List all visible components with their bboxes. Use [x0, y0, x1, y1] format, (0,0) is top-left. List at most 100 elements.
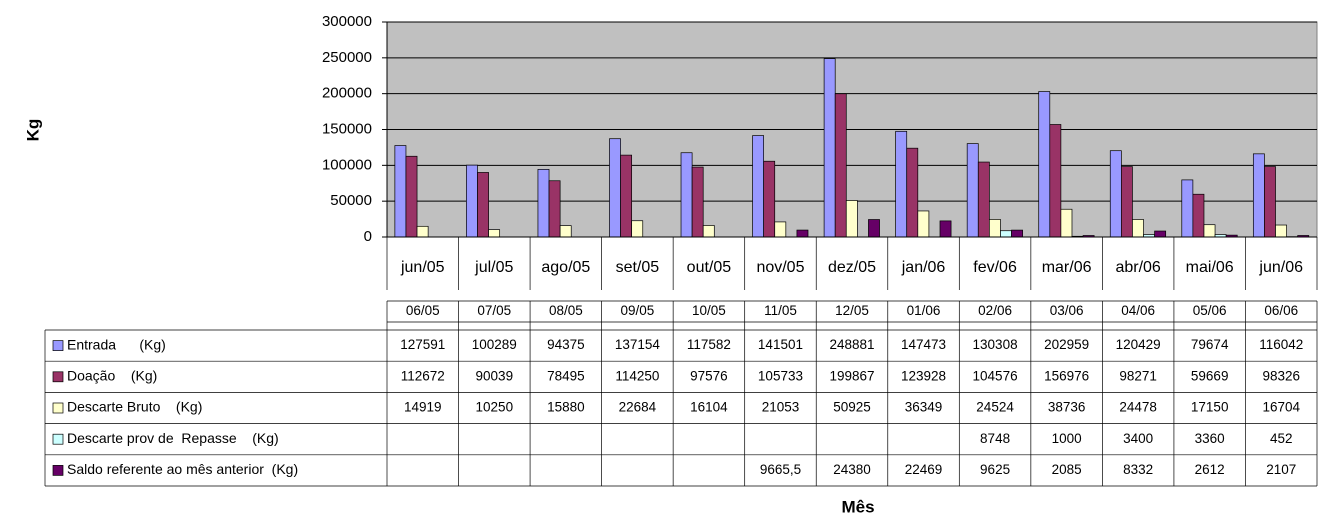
table-cell: 24380 — [833, 462, 871, 477]
bar — [917, 210, 930, 238]
table-column-header: 12/05 — [835, 303, 869, 318]
table-cell: 16704 — [1262, 400, 1300, 415]
table-cell: 38736 — [1048, 400, 1086, 415]
bar — [1011, 229, 1023, 238]
bar — [680, 152, 693, 238]
bar — [631, 220, 644, 238]
legend-label: Descarte prov de Repasse (Kg) — [67, 430, 279, 446]
bar — [1132, 219, 1144, 238]
table-cell: 22469 — [905, 462, 943, 477]
table-column-header: 09/05 — [620, 303, 654, 318]
table-cell: 59669 — [1191, 368, 1229, 383]
bar — [1252, 153, 1265, 238]
bar — [1181, 179, 1194, 238]
x-tick-label: abr/06 — [1115, 259, 1160, 276]
bar — [691, 166, 704, 238]
table-cell: 50925 — [833, 400, 871, 415]
bar — [1049, 124, 1062, 238]
table-cell: 112672 — [401, 368, 445, 383]
x-tick-label: jul/05 — [474, 259, 513, 276]
table-cell: 2612 — [1195, 462, 1225, 477]
table-cell: 141501 — [758, 337, 803, 352]
bar — [1192, 193, 1205, 238]
bar — [416, 225, 429, 238]
bar — [405, 155, 418, 238]
bar — [1120, 166, 1133, 238]
table-cell: 137154 — [615, 337, 661, 352]
table-cell: 100289 — [472, 337, 517, 352]
y-axis-title: Kg — [23, 119, 42, 142]
table-column-header: 11/05 — [764, 303, 797, 318]
bar — [1038, 91, 1051, 238]
bar — [1275, 224, 1287, 238]
table-cell: 24524 — [976, 400, 1014, 415]
table-cell: 3360 — [1195, 431, 1225, 446]
bar — [466, 164, 478, 238]
bar — [559, 225, 572, 238]
legend-label: Descarte Bruto (Kg) — [67, 399, 202, 415]
table-cell: 452 — [1270, 431, 1293, 446]
bar — [966, 143, 979, 238]
table-cell: 104576 — [973, 368, 1018, 383]
bar — [796, 229, 809, 238]
table-cell: 94375 — [547, 337, 585, 352]
bar — [702, 225, 715, 238]
table-cell: 202959 — [1044, 337, 1089, 352]
y-tick-label: 300000 — [322, 13, 372, 30]
table-cell: 1000 — [1052, 431, 1082, 446]
table-column-header: 03/06 — [1050, 303, 1084, 318]
bar — [752, 135, 764, 238]
legend-swatch — [52, 340, 64, 351]
bar — [1060, 208, 1073, 238]
table-cell: 36349 — [905, 400, 943, 415]
legend-label: Saldo referente ao mês anterior (Kg) — [67, 461, 298, 477]
bar — [823, 58, 836, 238]
table-cell: 8748 — [980, 431, 1010, 446]
table-column-header: 02/06 — [978, 303, 1012, 318]
table-cell: 116042 — [1259, 337, 1303, 352]
table-cell: 156976 — [1044, 368, 1089, 383]
x-tick-label: set/05 — [616, 259, 660, 276]
y-tick-label: 150000 — [322, 120, 372, 137]
x-tick-label: mai/06 — [1186, 259, 1234, 276]
table-cell: 15880 — [547, 400, 585, 415]
table-cell: 14919 — [404, 400, 442, 415]
table-cell: 123928 — [901, 368, 946, 383]
table-cell: 17150 — [1191, 400, 1229, 415]
bar — [1264, 166, 1276, 238]
table-column-header: 05/06 — [1193, 303, 1227, 318]
table-column-header: 08/05 — [549, 303, 583, 318]
bar — [939, 220, 952, 238]
table-column-header: 10/05 — [692, 303, 726, 318]
y-tick-label: 100000 — [322, 156, 372, 173]
bar — [477, 172, 489, 238]
bar — [1000, 230, 1012, 238]
table-cell: 98326 — [1262, 368, 1300, 383]
table-cell: 114250 — [615, 368, 659, 383]
table-cell: 105733 — [758, 368, 803, 383]
table-column-header: 04/06 — [1121, 303, 1155, 318]
table-cell: 9665,5 — [760, 462, 801, 477]
y-tick-label: 0 — [364, 228, 372, 245]
y-tick-label: 50000 — [330, 192, 372, 209]
table-cell: 97576 — [690, 368, 728, 383]
bar — [977, 161, 990, 238]
x-tick-label: jun/06 — [1258, 259, 1303, 276]
legend-label: Doação (Kg) — [67, 368, 157, 384]
table-cell: 8332 — [1123, 462, 1153, 477]
bar — [488, 229, 501, 238]
y-tick-label: 250000 — [322, 49, 372, 66]
table-cell: 117582 — [687, 337, 731, 352]
bar — [774, 221, 787, 238]
table-cell: 79674 — [1191, 337, 1229, 352]
table-cell: 10250 — [476, 400, 514, 415]
table-cell: 16104 — [690, 400, 728, 415]
table-cell: 248881 — [829, 337, 874, 352]
bar — [1109, 150, 1122, 238]
table-cell: 21053 — [762, 400, 800, 415]
x-tick-label: ago/05 — [541, 259, 590, 276]
legend-swatch — [52, 402, 64, 414]
bar — [609, 138, 621, 238]
bar — [1203, 224, 1216, 238]
bar — [620, 154, 633, 238]
